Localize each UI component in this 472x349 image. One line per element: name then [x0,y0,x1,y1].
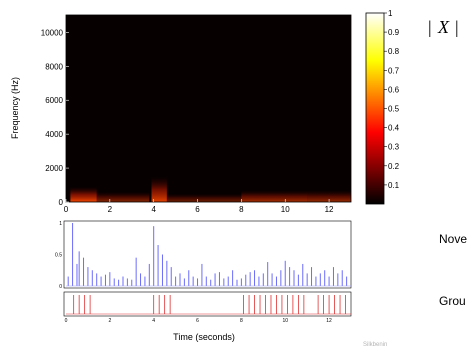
ground-truth-x-tick-1: 2 [108,318,111,324]
spectrogram-y-tick-0: 0 [59,198,64,207]
spectrogram-x-tick-2: 4 [151,205,156,214]
ground-truth-x-ticks: 0 2 4 6 8 10 12 [65,318,332,324]
novelty-label: Nove [439,232,467,246]
ground-truth-frame [63,291,352,317]
spectrogram-background [66,15,351,202]
colorbar-tick-5: 0.6 [388,85,400,94]
spectrogram-x-tick-0: 0 [64,205,69,214]
novelty-y-tick-2: 1 [59,221,62,227]
colorbar-tick-8: 0.9 [388,28,400,37]
spectrogram-bursts [70,176,351,202]
novelty-y-tick-0: 0 [59,284,62,290]
spectrogram-y-ticks: 0 2000 4000 6000 8000 10000 [41,28,69,207]
ground-truth-x-tick-6: 12 [326,318,332,324]
ground-truth-x-tick-0: 0 [65,318,68,324]
colorbar-tick-3: 0.4 [388,124,400,133]
colorbar-tick-9: 1 [388,9,393,18]
spectrogram-burst-2 [151,176,167,202]
spectrogram-x-tick-5: 10 [281,205,290,214]
ground-truth-chart: 0 2 4 6 8 10 12 Time (seconds) [63,291,352,342]
spectrogram-x-tick-6: 12 [325,205,334,214]
colorbar-tick-0: 0.1 [388,181,400,190]
magnitude-x-label: X [437,17,450,37]
spectrogram-x-tick-3: 6 [195,205,200,214]
spectrogram-x-tick-4: 8 [239,205,244,214]
colorbar: 0.1 0.2 0.3 0.4 0.5 0.6 0.7 0.8 0.9 1 [365,9,400,205]
novelty-frame [63,220,352,289]
colorbar-tick-7: 0.8 [388,47,400,56]
spectrogram-x-tick-1: 2 [108,205,113,214]
colorbar-tick-2: 0.3 [388,143,400,152]
time-axis-label: Time (seconds) [173,332,235,342]
colorbar-gradient [365,12,385,205]
spectrogram-y-tick-5: 10000 [41,28,64,37]
faint-footer-text: Silkbenin [363,342,387,348]
spectrogram-burst-3 [166,193,242,202]
ground-truth-x-tick-4: 8 [240,318,243,324]
spectrogram-x-ticks: 0 2 4 6 8 10 12 [64,199,334,214]
ground-truth-x-tick-5: 10 [282,318,288,324]
spectrogram-y-tick-1: 2000 [45,164,63,173]
novelty-y-tick-1: 0.5 [55,253,62,259]
colorbar-tick-1: 0.2 [388,162,400,171]
colorbar-ticks: 0.1 0.2 0.3 0.4 0.5 0.6 0.7 0.8 0.9 1 [384,9,400,190]
right-side-labels: | X | Nove Grou Silkbenin [363,17,467,348]
novelty-y-ticks: 00.51 [55,221,62,290]
spectrogram-chart: 0 2000 4000 6000 8000 10000 0 2 4 6 8 10 12 Frequen… [10,14,352,214]
ground-truth-x-tick-2: 4 [152,318,155,324]
spectrogram-burst-1 [96,191,150,202]
magnitude-bar-left: | [428,17,432,37]
ground-truth-x-tick-3: 6 [196,318,199,324]
spectrogram-y-tick-2: 4000 [45,130,63,139]
magnitude-bar-right: | [455,17,459,37]
spectrogram-y-tick-4: 8000 [45,62,63,71]
spectrogram-y-tick-3: 6000 [45,96,63,105]
novelty-chart: 00.51 [55,220,352,290]
spectrogram-burst-0 [70,186,97,202]
spectrogram-burst-4 [241,190,308,202]
ground-truth-label: Grou [439,294,466,308]
novelty-bars [66,223,351,287]
colorbar-tick-6: 0.7 [388,66,400,75]
spectrogram-y-axis-label: Frequency (Hz) [10,77,20,139]
colorbar-tick-4: 0.5 [388,105,400,114]
spectrogram-burst-5 [307,190,351,202]
ground-truth-onsets [66,295,351,315]
spectrogram-frame [65,14,352,203]
